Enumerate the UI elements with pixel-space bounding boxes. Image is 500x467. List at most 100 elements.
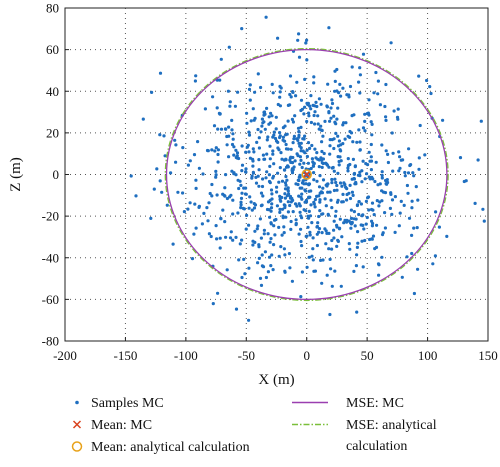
sample-point <box>194 226 198 230</box>
sample-point <box>386 152 390 156</box>
sample-point <box>306 161 310 165</box>
sample-point <box>230 128 234 132</box>
sample-point <box>237 258 241 262</box>
mean-analytical-marker <box>301 169 312 180</box>
sample-point <box>257 136 261 140</box>
x-tick-label: 50 <box>361 348 374 363</box>
sample-point <box>269 188 274 192</box>
sample-point <box>150 90 154 94</box>
sample-point <box>330 177 334 182</box>
sample-point <box>299 146 303 150</box>
sample-point <box>282 225 286 229</box>
sample-point <box>286 189 290 193</box>
sample-point <box>320 281 324 285</box>
sample-point <box>284 165 289 169</box>
sample-point <box>304 234 308 238</box>
sample-point <box>311 258 315 262</box>
sample-point <box>338 148 342 152</box>
sample-point <box>296 182 300 187</box>
sample-point <box>348 84 353 89</box>
sample-point <box>412 174 416 178</box>
sample-point <box>383 226 387 230</box>
sample-point <box>328 144 332 148</box>
sample-point <box>332 219 336 223</box>
x-tick-label: -50 <box>238 348 255 363</box>
sample-point <box>283 181 288 185</box>
sample-point <box>359 202 363 206</box>
sample-point <box>289 147 293 151</box>
sample-point <box>229 230 233 234</box>
sample-point <box>374 160 378 164</box>
sample-point <box>316 122 320 126</box>
sample-point <box>317 227 322 231</box>
sample-point <box>406 171 411 175</box>
sample-point <box>295 152 299 156</box>
legend-label: Mean: MC <box>91 418 152 433</box>
sample-point <box>197 205 201 209</box>
sample-point <box>414 185 418 189</box>
sample-point <box>292 137 296 141</box>
sample-point <box>305 38 309 42</box>
sample-point <box>317 214 321 219</box>
sample-point <box>239 200 243 204</box>
sample-point <box>356 173 360 177</box>
sample-point <box>349 216 354 220</box>
sample-point <box>312 75 316 79</box>
sample-point <box>225 268 229 272</box>
sample-point <box>345 218 349 222</box>
sample-point <box>330 284 334 288</box>
sample-point <box>223 186 227 190</box>
sample-point <box>416 198 420 202</box>
sample-point <box>389 192 393 196</box>
sample-point <box>312 178 316 182</box>
sample-point <box>295 80 299 84</box>
sample-point <box>181 146 185 150</box>
sample-point <box>338 155 342 159</box>
sample-point <box>297 55 302 59</box>
sample-point <box>384 118 388 122</box>
sample-point <box>304 189 308 193</box>
sample-point <box>208 191 212 196</box>
sample-point <box>356 230 360 234</box>
sample-point <box>259 283 264 287</box>
sample-point <box>290 279 294 283</box>
sample-point <box>276 140 280 144</box>
sample-point <box>247 150 251 154</box>
sample-point <box>346 166 350 170</box>
sample-point <box>305 148 309 152</box>
y-tick-label: 0 <box>53 167 60 182</box>
sample-point <box>336 106 340 110</box>
sample-point <box>360 239 364 243</box>
sample-point <box>312 171 316 175</box>
sample-point <box>396 107 400 111</box>
sample-point <box>258 276 263 280</box>
sample-point <box>272 224 276 228</box>
sample-point <box>332 114 336 118</box>
sample-point <box>278 207 282 211</box>
sample-point <box>278 131 282 135</box>
sample-point <box>320 128 324 133</box>
sample-point <box>316 221 320 225</box>
sample-point <box>352 172 356 176</box>
sample-point <box>284 142 288 147</box>
sample-point <box>240 144 244 148</box>
sample-point <box>270 192 274 196</box>
sample-point <box>240 275 244 280</box>
sample-point <box>307 195 311 199</box>
sample-point <box>384 182 388 186</box>
sample-point <box>299 158 303 162</box>
sample-point <box>297 130 301 134</box>
sample-point <box>256 127 260 132</box>
sample-point <box>249 200 253 204</box>
sample-point <box>257 146 261 150</box>
sample-point <box>281 126 285 130</box>
sample-point <box>264 176 268 180</box>
sample-point <box>218 246 222 250</box>
sample-point <box>279 199 283 203</box>
sample-point <box>250 174 254 178</box>
sample-point <box>341 200 345 204</box>
sample-point <box>282 168 287 172</box>
sample-point <box>214 169 218 173</box>
sample-point <box>317 185 322 189</box>
sample-point <box>288 266 292 270</box>
